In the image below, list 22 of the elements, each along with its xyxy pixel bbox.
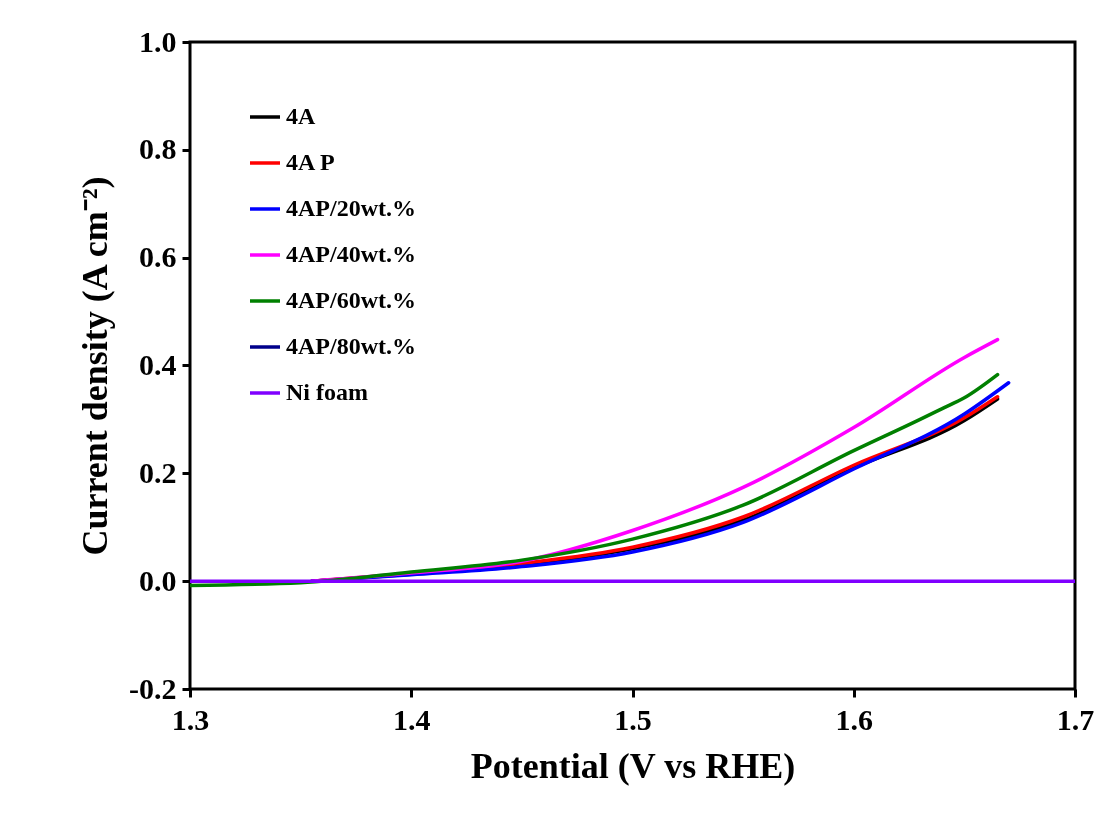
legend-label: 4AP/40wt.% (286, 241, 416, 267)
x-tick-label: 1.5 (614, 702, 652, 736)
legend-label: 4AP/80wt.% (286, 333, 416, 359)
x-tick-label: 1.3 (171, 702, 210, 736)
y-tick-label: 1.0 (139, 24, 177, 58)
y-axis-title: Current density (A cm⁻²) (75, 176, 116, 556)
legend-label: Ni foam (286, 379, 368, 405)
x-tick-label: 1.7 (1056, 702, 1095, 736)
legend-label: 4AP/20wt.% (286, 195, 416, 221)
x-tick-label: 1.4 (393, 702, 431, 736)
y-tick-label: 0.4 (139, 348, 177, 381)
y-tick-label: 0.8 (139, 132, 177, 166)
legend-label: 4A (286, 103, 316, 129)
legend-label: 4A P (286, 149, 335, 175)
x-tick-label: 1.6 (835, 702, 873, 736)
y-tick-label: 0.0 (139, 563, 177, 597)
y-tick-label: 0.2 (139, 455, 177, 489)
y-tick-label: 0.6 (139, 240, 177, 274)
legend-label: 4AP/60wt.% (286, 287, 416, 313)
y-tick-label: -0.2 (129, 671, 177, 705)
x-axis-title: Potential (V vs RHE) (470, 745, 796, 786)
line-series (190, 372, 1000, 588)
